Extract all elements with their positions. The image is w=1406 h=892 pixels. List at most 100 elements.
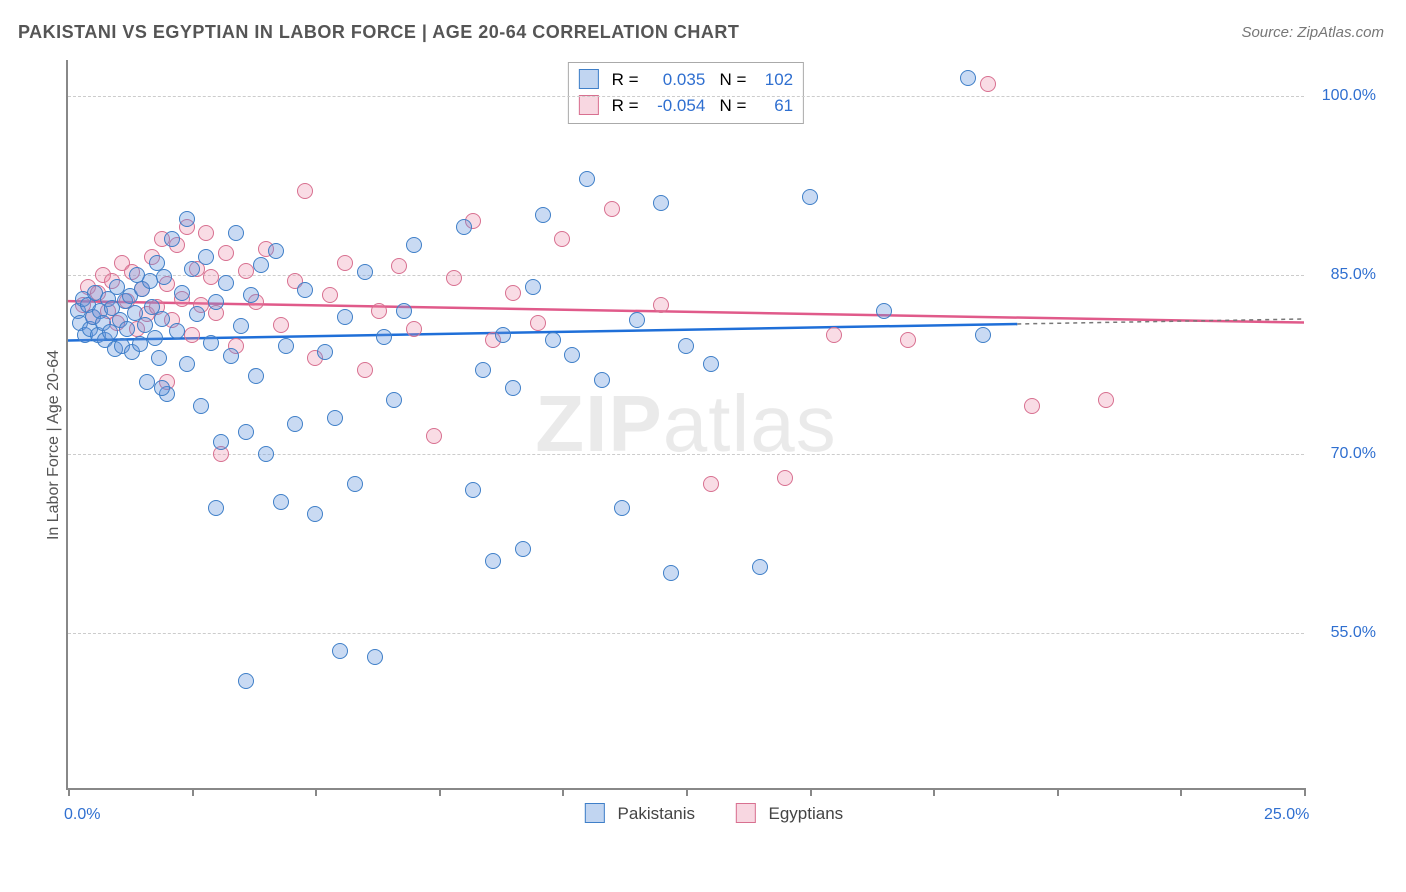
data-point [594, 372, 610, 388]
data-point [248, 368, 264, 384]
data-point [777, 470, 793, 486]
data-point [980, 76, 996, 92]
n-label: N = [719, 96, 746, 115]
data-point [213, 434, 229, 450]
data-point [238, 673, 254, 689]
data-point [357, 264, 373, 280]
data-point [505, 285, 521, 301]
x-tick [315, 788, 317, 796]
data-point [322, 287, 338, 303]
data-point [465, 482, 481, 498]
data-point [629, 312, 645, 328]
data-point [258, 446, 274, 462]
x-tick-label: 0.0% [64, 806, 100, 824]
data-point [307, 506, 323, 522]
data-point [147, 330, 163, 346]
data-point [337, 255, 353, 271]
data-point [357, 362, 373, 378]
data-point [1024, 398, 1040, 414]
data-point [179, 356, 195, 372]
data-point [179, 211, 195, 227]
data-point [426, 428, 442, 444]
data-point [332, 643, 348, 659]
data-point [208, 500, 224, 516]
data-point [184, 261, 200, 277]
data-point [900, 332, 916, 348]
data-point [253, 257, 269, 273]
data-point [228, 225, 244, 241]
data-point [268, 243, 284, 259]
data-point [371, 303, 387, 319]
x-tick [1180, 788, 1182, 796]
data-point [169, 323, 185, 339]
x-tick [192, 788, 194, 796]
data-point [233, 318, 249, 334]
data-point [802, 189, 818, 205]
data-point [530, 315, 546, 331]
data-point [154, 380, 170, 396]
data-point [564, 347, 580, 363]
data-point [975, 327, 991, 343]
data-point [243, 287, 259, 303]
data-point [653, 297, 669, 313]
data-point [396, 303, 412, 319]
gridline [68, 633, 1304, 634]
data-point [208, 294, 224, 310]
gridline [68, 96, 1304, 97]
data-point [614, 500, 630, 516]
data-point [317, 344, 333, 360]
y-tick-label: 55.0% [1331, 624, 1376, 642]
data-point [297, 183, 313, 199]
data-point [535, 207, 551, 223]
data-point [287, 416, 303, 432]
data-point [752, 559, 768, 575]
legend-swatch-pakistanis [585, 803, 605, 823]
data-point [446, 270, 462, 286]
data-point [406, 237, 422, 253]
x-tick [933, 788, 935, 796]
y-tick-label: 85.0% [1331, 266, 1376, 284]
data-point [505, 380, 521, 396]
x-tick [68, 788, 70, 796]
data-point [525, 279, 541, 295]
data-point [347, 476, 363, 492]
data-point [218, 245, 234, 261]
data-point [223, 348, 239, 364]
legend-correlation: R = 0.035 N = 102 R = -0.054 N = 61 [568, 62, 804, 124]
r-value-egyptians: -0.054 [643, 93, 705, 119]
data-point [406, 321, 422, 337]
data-point [386, 392, 402, 408]
y-tick-label: 100.0% [1322, 87, 1376, 105]
r-label: R = [612, 96, 639, 115]
data-point [139, 374, 155, 390]
plot-area: ZIPatlas R = 0.035 N = 102 R = -0.054 N … [66, 60, 1304, 790]
data-point [273, 494, 289, 510]
r-label: R = [612, 70, 639, 89]
data-point [327, 410, 343, 426]
legend-series: Pakistanis Egyptians [567, 803, 861, 824]
data-point [156, 269, 172, 285]
data-point [579, 171, 595, 187]
data-point [604, 201, 620, 217]
data-point [1098, 392, 1114, 408]
data-point [876, 303, 892, 319]
data-point [198, 225, 214, 241]
chart-title: PAKISTANI VS EGYPTIAN IN LABOR FORCE | A… [18, 22, 739, 43]
x-tick [810, 788, 812, 796]
data-point [238, 263, 254, 279]
gridline [68, 275, 1304, 276]
data-point [119, 321, 135, 337]
data-point [485, 553, 501, 569]
data-point [703, 356, 719, 372]
legend-swatch-pakistanis [579, 69, 599, 89]
r-value-pakistanis: 0.035 [643, 67, 705, 93]
watermark: ZIPatlas [535, 378, 836, 470]
legend-label-pakistanis: Pakistanis [618, 804, 695, 823]
data-point [545, 332, 561, 348]
data-point [554, 231, 570, 247]
legend-swatch-egyptians [736, 803, 756, 823]
data-point [164, 231, 180, 247]
data-point [198, 249, 214, 265]
x-tick [439, 788, 441, 796]
data-point [184, 327, 200, 343]
